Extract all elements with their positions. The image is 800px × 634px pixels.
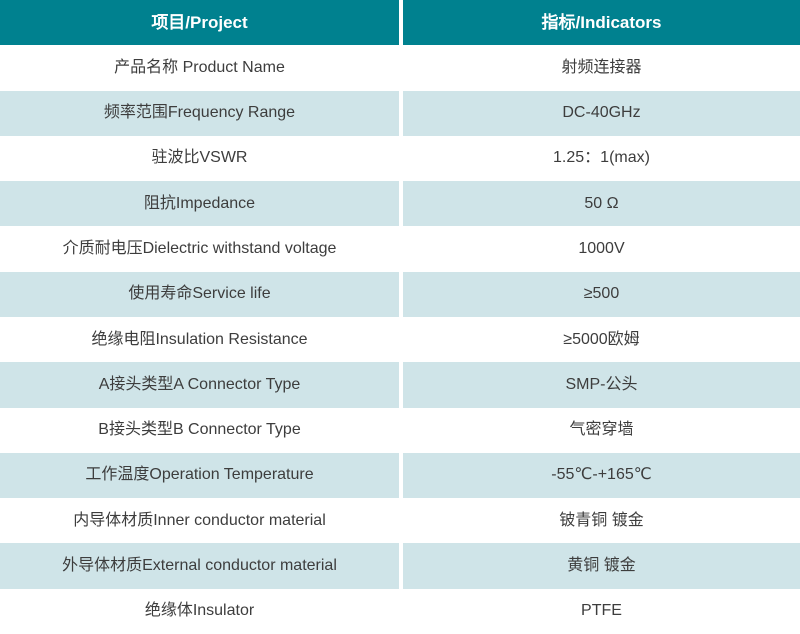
project-cell: 内导体材质Inner conductor material: [0, 498, 399, 544]
project-cell: 绝缘电阻Insulation Resistance: [0, 316, 399, 363]
indicator-cell: 1000V: [403, 226, 800, 272]
column-divider: [399, 45, 403, 91]
indicator-cell: DC-40GHz: [403, 90, 800, 136]
column-divider: [399, 135, 403, 182]
table-row: 使用寿命Service life ≥500: [0, 271, 800, 317]
indicator-cell: PTFE: [403, 588, 800, 634]
indicator-cell: 射频连接器: [403, 45, 800, 91]
column-divider: [399, 543, 403, 589]
indicator-cell: SMP-公头: [403, 362, 800, 408]
project-cell: 产品名称 Product Name: [0, 45, 399, 91]
project-cell: 驻波比VSWR: [0, 135, 399, 182]
column-divider: [399, 498, 403, 544]
project-cell: 频率范围Frequency Range: [0, 90, 399, 136]
table-row: 频率范围Frequency Range DC-40GHz: [0, 90, 800, 136]
table-row: 产品名称 Product Name 射频连接器: [0, 45, 800, 91]
project-cell: 工作温度Operation Temperature: [0, 452, 399, 499]
indicator-cell: 1.25：1(max): [403, 135, 800, 182]
indicator-cell: 气密穿墙: [403, 407, 800, 453]
column-divider: [399, 588, 403, 634]
table-row: 绝缘电阻Insulation Resistance ≥5000欧姆: [0, 316, 800, 363]
table-row: 绝缘体Insulator PTFE: [0, 588, 800, 634]
project-cell: 使用寿命Service life: [0, 271, 399, 317]
indicator-cell: 黄铜 镀金: [403, 543, 800, 589]
table-row: A接头类型A Connector Type SMP-公头: [0, 362, 800, 408]
column-divider: [399, 362, 403, 408]
project-cell: B接头类型B Connector Type: [0, 407, 399, 453]
header-cell-indicators: 指标/Indicators: [403, 0, 800, 46]
column-divider: [399, 181, 403, 227]
column-divider: [399, 407, 403, 453]
indicator-cell: 50 Ω: [403, 181, 800, 227]
project-cell: A接头类型A Connector Type: [0, 362, 399, 408]
project-cell: 介质耐电压Dielectric withstand voltage: [0, 226, 399, 272]
table-row: B接头类型B Connector Type 气密穿墙: [0, 407, 800, 453]
project-cell: 外导体材质External conductor material: [0, 543, 399, 589]
indicator-cell: -55℃-+165℃: [403, 452, 800, 499]
column-divider: [399, 90, 403, 136]
table-row: 介质耐电压Dielectric withstand voltage 1000V: [0, 226, 800, 272]
column-divider: [399, 271, 403, 317]
column-divider: [399, 452, 403, 499]
column-divider: [399, 316, 403, 363]
table-row: 外导体材质External conductor material 黄铜 镀金: [0, 543, 800, 589]
project-cell: 绝缘体Insulator: [0, 588, 399, 634]
indicator-cell: 铍青铜 镀金: [403, 498, 800, 544]
table-row: 驻波比VSWR 1.25：1(max): [0, 135, 800, 182]
column-divider: [399, 226, 403, 272]
table-row: 阻抗Impedance 50 Ω: [0, 181, 800, 227]
indicator-cell: ≥5000欧姆: [403, 316, 800, 363]
header-cell-project: 项目/Project: [0, 0, 399, 46]
project-cell: 阻抗Impedance: [0, 181, 399, 227]
column-divider: [399, 0, 403, 46]
table-row: 内导体材质Inner conductor material 铍青铜 镀金: [0, 498, 800, 544]
table-row: 工作温度Operation Temperature -55℃-+165℃: [0, 452, 800, 499]
table-header-row: 项目/Project 指标/Indicators: [0, 0, 800, 46]
indicator-cell: ≥500: [403, 271, 800, 317]
